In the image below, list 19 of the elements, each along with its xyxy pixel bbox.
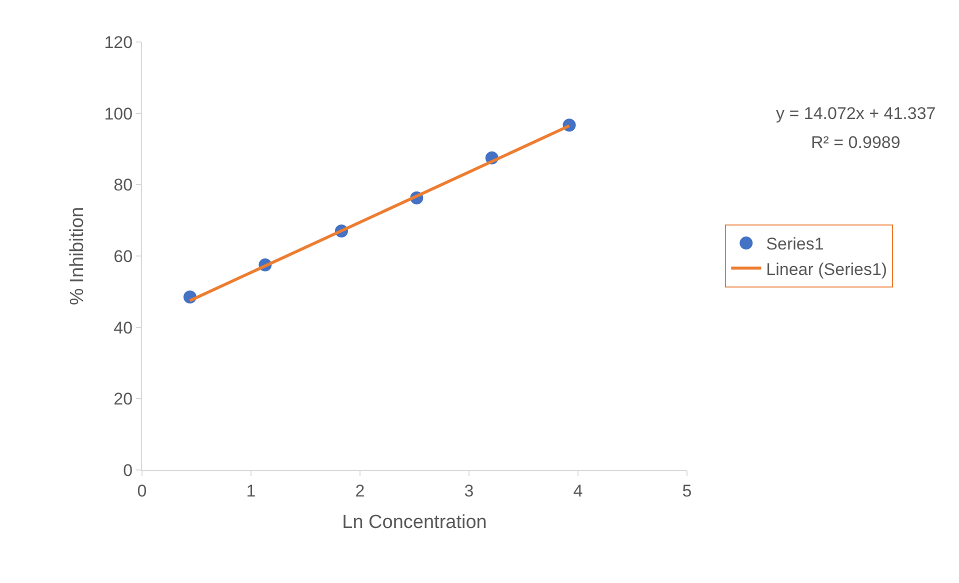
y-tick-label: 40 [114, 318, 133, 338]
y-axis-title: % Inhibition [67, 206, 88, 306]
x-tick-label: 2 [355, 481, 365, 500]
text: R² = 0.9989 [811, 133, 900, 152]
x-axis-title: Ln Concentration [342, 512, 487, 534]
x-tick-label: 3 [464, 481, 474, 500]
y-tick-label: 100 [104, 104, 133, 124]
legend-label: Linear (Series1) [766, 260, 888, 279]
y-tick-label: 80 [114, 176, 133, 195]
y-tick-label: 0 [123, 460, 133, 480]
text: y = 14.072x + 41.337 [776, 104, 936, 123]
y-tick-label: 120 [104, 32, 133, 52]
y-tick-label: 20 [114, 390, 133, 409]
x-tick-label: 1 [246, 481, 256, 500]
y-tick-label: 60 [114, 246, 133, 266]
x-tick-label: 0 [137, 481, 147, 500]
x-tick-label: 5 [682, 481, 692, 500]
x-tick-label: 4 [573, 481, 583, 500]
legend-label: Series1 [766, 234, 824, 254]
